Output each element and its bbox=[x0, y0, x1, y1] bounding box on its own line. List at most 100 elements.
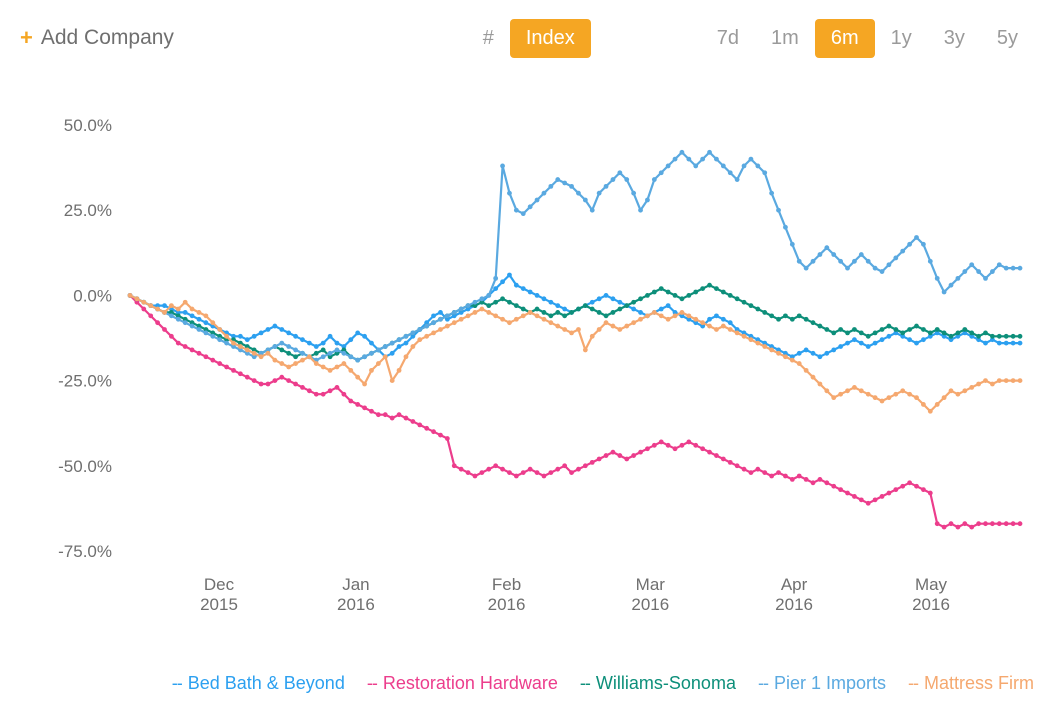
series-marker bbox=[914, 324, 919, 329]
series-marker bbox=[838, 344, 843, 349]
legend-label: Bed Bath & Beyond bbox=[188, 673, 345, 694]
series-marker bbox=[680, 443, 685, 448]
series-marker bbox=[555, 303, 560, 308]
range-button-3y[interactable]: 3y bbox=[928, 19, 981, 58]
series-marker bbox=[824, 480, 829, 485]
series-marker bbox=[762, 310, 767, 315]
series-marker bbox=[914, 341, 919, 346]
series-marker bbox=[507, 470, 512, 475]
series-marker bbox=[424, 334, 429, 339]
series-marker bbox=[500, 467, 505, 472]
series-marker bbox=[680, 296, 685, 301]
series-marker bbox=[755, 467, 760, 472]
series-marker bbox=[459, 317, 464, 322]
series-marker bbox=[666, 443, 671, 448]
series-marker bbox=[555, 310, 560, 315]
series-marker bbox=[417, 422, 422, 427]
series-marker bbox=[652, 177, 657, 182]
series-marker bbox=[348, 368, 353, 373]
series-marker bbox=[900, 484, 905, 489]
series-marker bbox=[521, 470, 526, 475]
legend-item[interactable]: -- Mattress Firm bbox=[908, 673, 1034, 694]
series-marker bbox=[611, 450, 616, 455]
add-company-button[interactable]: + Add Company bbox=[20, 26, 174, 50]
series-marker bbox=[238, 334, 243, 339]
series-marker bbox=[210, 334, 215, 339]
series-marker bbox=[783, 313, 788, 318]
series-marker bbox=[473, 300, 478, 305]
range-button-7d[interactable]: 7d bbox=[701, 19, 755, 58]
legend-item[interactable]: -- Restoration Hardware bbox=[367, 673, 558, 694]
series-marker bbox=[438, 327, 443, 332]
series-marker bbox=[990, 334, 995, 339]
series-marker bbox=[652, 443, 657, 448]
series-marker bbox=[983, 330, 988, 335]
legend-item[interactable]: -- Bed Bath & Beyond bbox=[172, 673, 345, 694]
series-marker bbox=[417, 327, 422, 332]
series-marker bbox=[804, 348, 809, 353]
series-marker bbox=[769, 191, 774, 196]
series-marker bbox=[659, 307, 664, 312]
legend-item[interactable]: -- Pier 1 Imports bbox=[758, 673, 886, 694]
range-button-5y[interactable]: 5y bbox=[981, 19, 1034, 58]
series-marker bbox=[949, 521, 954, 526]
series-marker bbox=[755, 307, 760, 312]
series-marker bbox=[804, 266, 809, 271]
series-marker bbox=[542, 296, 547, 301]
y-tick-label: -25.0% bbox=[58, 372, 112, 391]
series-marker bbox=[666, 317, 671, 322]
series-marker bbox=[410, 344, 415, 349]
series-marker bbox=[624, 457, 629, 462]
series-marker bbox=[341, 392, 346, 397]
series-marker bbox=[548, 313, 553, 318]
series-marker bbox=[445, 313, 450, 318]
series-marker bbox=[272, 324, 277, 329]
legend-dash-icon: -- bbox=[172, 673, 182, 694]
series-marker bbox=[956, 276, 961, 281]
series-marker bbox=[493, 276, 498, 281]
series-marker bbox=[238, 344, 243, 349]
series-marker bbox=[818, 477, 823, 482]
series-marker bbox=[390, 351, 395, 356]
series-marker bbox=[390, 378, 395, 383]
series-marker bbox=[383, 354, 388, 359]
mode-button-[interactable]: # bbox=[467, 19, 510, 58]
series-marker bbox=[624, 324, 629, 329]
series-marker bbox=[1018, 521, 1023, 526]
series-marker bbox=[962, 388, 967, 393]
series-marker bbox=[956, 525, 961, 530]
legend-item[interactable]: -- Williams-Sonoma bbox=[580, 673, 736, 694]
series-marker bbox=[604, 453, 609, 458]
series-marker bbox=[728, 327, 733, 332]
series-marker bbox=[348, 337, 353, 342]
series-marker bbox=[466, 303, 471, 308]
series-marker bbox=[762, 344, 767, 349]
series-marker bbox=[245, 337, 250, 342]
series-marker bbox=[893, 392, 898, 397]
range-button-1m[interactable]: 1m bbox=[755, 19, 815, 58]
series-marker bbox=[845, 330, 850, 335]
series-marker bbox=[328, 334, 333, 339]
series-marker bbox=[631, 300, 636, 305]
series-marker bbox=[286, 330, 291, 335]
series-marker bbox=[1011, 521, 1016, 526]
range-button-1y[interactable]: 1y bbox=[875, 19, 928, 58]
series-marker bbox=[266, 327, 271, 332]
series-marker bbox=[521, 211, 526, 216]
series-marker bbox=[983, 341, 988, 346]
series-marker bbox=[362, 405, 367, 410]
series-marker bbox=[390, 416, 395, 421]
series-marker bbox=[797, 259, 802, 264]
x-tick-label: May bbox=[915, 575, 948, 594]
mode-button-index[interactable]: Index bbox=[510, 19, 591, 58]
series-marker bbox=[831, 395, 836, 400]
range-button-6m[interactable]: 6m bbox=[815, 19, 875, 58]
series-marker bbox=[341, 361, 346, 366]
series-marker bbox=[880, 269, 885, 274]
series-marker bbox=[590, 460, 595, 465]
series-marker bbox=[514, 474, 519, 479]
series-line bbox=[130, 285, 1020, 360]
series-marker bbox=[486, 303, 491, 308]
series-marker bbox=[535, 313, 540, 318]
series-marker bbox=[542, 191, 547, 196]
